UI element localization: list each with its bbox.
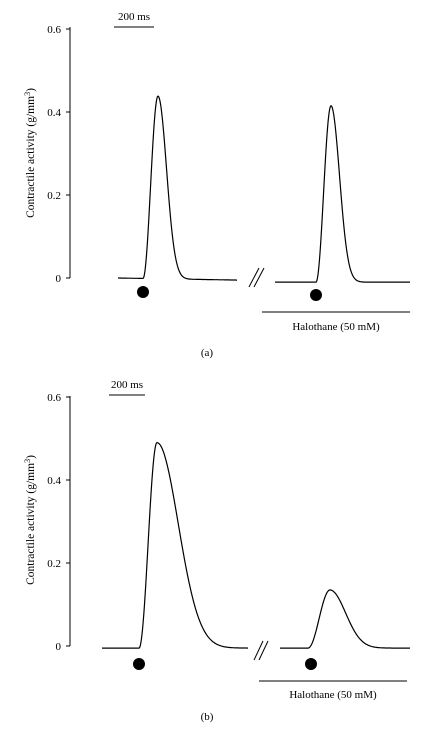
panel-a-label: (a) [201, 347, 214, 359]
panel-b-label: (b) [201, 711, 214, 723]
panel-b-ytick-label-06: 0.6 [47, 392, 61, 404]
panel-a-scale-bar-label: 200 ms [118, 11, 150, 23]
panel-a-treatment-label: Halothane (50 mM) [292, 321, 380, 333]
panel-a-ytick-label-02: 0.2 [47, 190, 61, 202]
panel-b-stimulus-marker-1 [133, 658, 145, 670]
panel-b-scale-bar-label: 200 ms [111, 379, 143, 391]
panel-a-stimulus-marker-2 [310, 289, 322, 301]
panel-a-ylabel-sup: 3 [23, 92, 32, 96]
panel-a-y-axis-title: Contractile activity (g/mm3) [23, 88, 37, 218]
panel-b-ytick-label-04: 0.4 [47, 475, 61, 487]
panel-b-ylabel-main: Contractile activity (g/mm [25, 463, 37, 585]
panel-b-trace-control [102, 441, 248, 649]
panel-b-ylabel-end: ) [25, 455, 37, 459]
panel-a-ytick-label-04: 0.4 [47, 107, 61, 119]
panel-a-axis-break [248, 267, 265, 288]
panel-b-ytick-label-0: 0 [56, 641, 62, 653]
panel-b-ylabel-sup: 3 [23, 459, 32, 463]
panel-a-trace-halothane [275, 105, 410, 283]
panel-a-ytick-label-0: 0 [56, 273, 62, 285]
panel-a-stimulus-marker-1 [137, 286, 149, 298]
panel-b-ytick-label-02: 0.2 [47, 558, 61, 570]
panel-b-y-axis-title: Contractile activity (g/mm3) [23, 455, 37, 585]
panel-a-y-ticks: 0 0.2 0.4 0.6 [47, 24, 70, 285]
panel-b-y-ticks: 0 0.2 0.4 0.6 [47, 392, 70, 653]
panel-b-treatment-label: Halothane (50 mM) [289, 689, 377, 701]
panel-b-trace-halothane [280, 589, 410, 649]
panel-a-ylabel-end: ) [25, 88, 37, 92]
panel-a-ytick-label-06: 0.6 [47, 24, 61, 36]
panel-a: 0 0.2 0.4 0.6 Contractile activity (g/mm… [23, 11, 410, 359]
panel-a-ylabel-main: Contractile activity (g/mm [25, 96, 37, 218]
panel-b: 0 0.2 0.4 0.6 Contractile activity (g/mm… [23, 379, 410, 723]
panel-b-axis-break [253, 640, 269, 661]
panel-b-stimulus-marker-2 [305, 658, 317, 670]
panel-a-trace-control [118, 95, 237, 281]
